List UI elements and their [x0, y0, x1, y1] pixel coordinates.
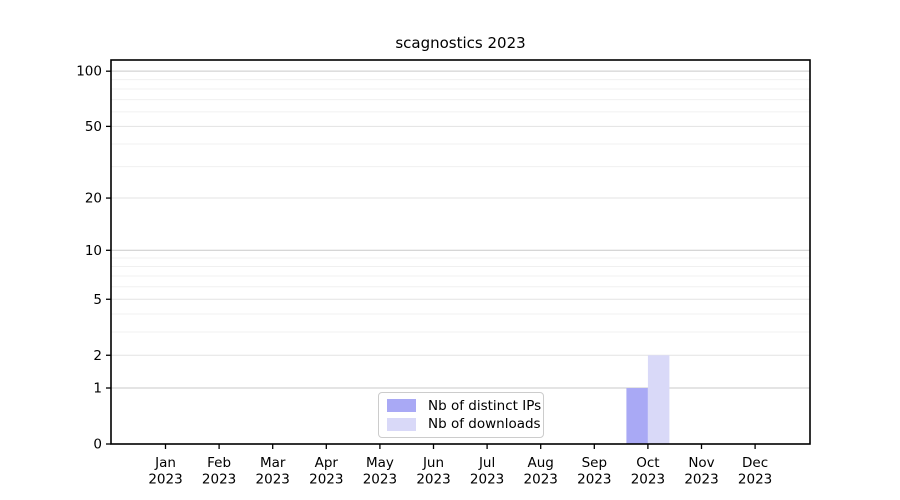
x-axis-tick-label-month: Sep: [582, 455, 607, 471]
x-axis-tick-label-year: 2023: [256, 472, 290, 488]
x-axis-tick-label-month: Nov: [688, 455, 714, 471]
legend-item-downloads: Nb of downloads: [387, 416, 541, 432]
x-axis-tick-label-year: 2023: [738, 472, 772, 488]
legend-item-distinct-ips: Nb of distinct IPs: [387, 398, 541, 414]
x-axis-tick-label-year: 2023: [524, 472, 558, 488]
legend-swatch-downloads: [387, 417, 416, 431]
y-axis-tick-label: 5: [93, 292, 102, 308]
plot-border: [110, 59, 811, 445]
x-axis-tick-label-month: May: [366, 455, 394, 471]
bar-nb-of-downloads-oct-2023: [647, 355, 670, 444]
legend: Nb of distinct IPs Nb of downloads: [378, 392, 544, 438]
y-axis-tick-label: 100: [76, 64, 102, 80]
x-axis-tick-label-year: 2023: [684, 472, 718, 488]
x-axis-tick-label-year: 2023: [148, 472, 182, 488]
x-axis-tick-label-month: Feb: [207, 455, 231, 471]
x-axis-tick-label-year: 2023: [470, 472, 504, 488]
x-axis-tick-label-year: 2023: [309, 472, 343, 488]
chart-title: scagnostics 2023: [395, 34, 526, 52]
x-axis-tick-label-month: Jun: [422, 455, 444, 471]
x-axis-tick-label-month: Dec: [742, 455, 768, 471]
x-axis-tick-label-year: 2023: [363, 472, 397, 488]
y-axis-tick-label: 50: [85, 119, 102, 135]
legend-label-downloads: Nb of downloads: [428, 416, 541, 433]
x-axis-tick-label-year: 2023: [577, 472, 611, 488]
x-axis-tick-label-month: Apr: [315, 455, 339, 471]
x-axis-tick-label-year: 2023: [631, 472, 665, 488]
x-axis-tick-label-month: Jul: [478, 455, 495, 471]
x-axis-tick-label-month: Mar: [260, 455, 286, 471]
y-axis-tick-label: 1: [93, 381, 102, 397]
legend-swatch-distinct-ips: [387, 399, 416, 413]
x-axis-tick-label-year: 2023: [202, 472, 236, 488]
x-axis-tick-label-month: Jan: [154, 455, 176, 471]
x-axis-tick-label-month: Aug: [528, 455, 554, 471]
legend-label-distinct-ips: Nb of distinct IPs: [428, 397, 542, 414]
y-axis-tick-label: 0: [93, 437, 102, 453]
x-axis-tick-label-year: 2023: [416, 472, 450, 488]
y-axis-tick-label: 10: [85, 243, 102, 259]
bar-nb-of-distinct-ips-oct-2023: [626, 388, 648, 444]
y-axis-tick-label: 20: [85, 191, 102, 207]
y-axis-tick-label: 2: [93, 348, 102, 364]
x-axis-tick-label-month: Oct: [636, 455, 659, 471]
